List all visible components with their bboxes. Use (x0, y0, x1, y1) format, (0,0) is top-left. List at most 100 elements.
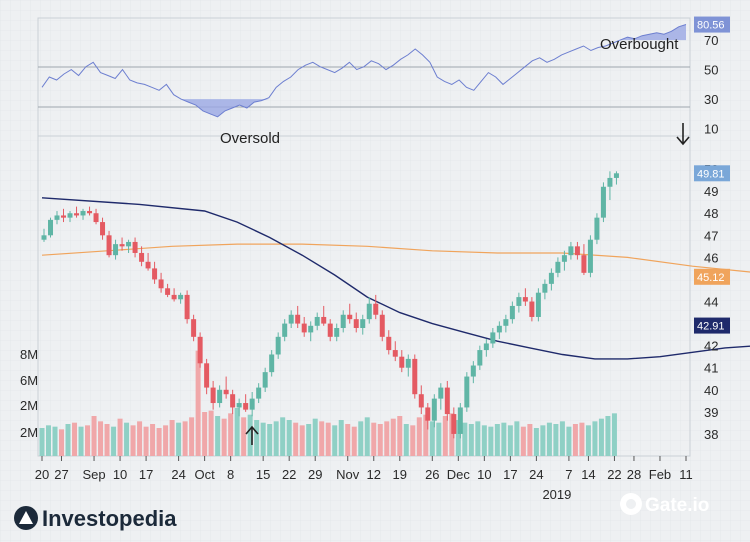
candle-body (542, 283, 548, 293)
candle-body (243, 403, 249, 410)
volume-bar (156, 428, 162, 456)
volume-tick-label: 6M (20, 373, 38, 388)
volume-bar (598, 418, 604, 456)
volume-bar (267, 424, 273, 456)
main-frame (37, 135, 691, 457)
volume-bar (130, 425, 136, 456)
volume-bar (299, 425, 305, 456)
investopedia-wordmark: Investopedia (42, 506, 177, 531)
candle-body (301, 323, 307, 333)
volume-bar (592, 421, 598, 456)
volume-bar (585, 425, 591, 456)
volume-bar (319, 421, 325, 456)
volume-bar (605, 416, 611, 456)
volume-tick-label: 2M (20, 425, 38, 440)
candle-body (353, 319, 359, 328)
rsi-marker-tag (694, 16, 730, 33)
candle-body (483, 343, 489, 351)
x-tick-label: 15 (256, 467, 270, 482)
volume-bar (202, 412, 208, 456)
volume-bar (533, 428, 539, 456)
candle-body (457, 407, 463, 434)
candle-body (269, 354, 275, 373)
candle-body (113, 244, 119, 256)
volume-bar (416, 417, 422, 456)
candle-body (607, 177, 613, 187)
volume-bar (260, 422, 266, 456)
volume-bar (59, 429, 65, 456)
candle-body (386, 336, 392, 351)
right-axis: 383940414243444546474849501030507049.814… (694, 16, 730, 442)
volume-bar (169, 420, 175, 456)
left-axis: 2M 2M 6M 8M (20, 347, 38, 440)
x-tick-label: 8 (227, 467, 234, 482)
volume-bar (280, 417, 286, 456)
x-tick-label: Nov (336, 467, 360, 482)
candle-body (210, 387, 216, 404)
x-tick-label: Dec (447, 467, 471, 482)
volume-tick-label: 2M (20, 398, 38, 413)
volume-bar (449, 413, 455, 456)
candle-body (256, 387, 262, 399)
candle-body (282, 323, 288, 337)
candle-body (379, 314, 385, 337)
candle-body (327, 323, 333, 337)
price-tick-label: 42 (704, 339, 718, 354)
volume-bar (332, 425, 338, 456)
price-tick-label: 46 (704, 250, 718, 265)
candle-body (503, 319, 509, 326)
x-tick-label: 28 (627, 467, 641, 482)
volume-bar (364, 417, 370, 456)
candle-body (308, 325, 314, 333)
candle-body (522, 297, 528, 302)
candle-body (165, 288, 171, 295)
price-tick-label: 41 (704, 361, 718, 376)
volume-bar (514, 421, 520, 456)
volume-bar (579, 422, 585, 456)
candle-body (230, 394, 236, 408)
volume-bar (286, 420, 292, 456)
volume-bar (611, 413, 617, 456)
volume-bar (455, 420, 461, 456)
rsi-line (41, 24, 687, 118)
candle-body (561, 255, 567, 262)
candle-body (314, 316, 320, 326)
candle-body (444, 387, 450, 415)
volume-layer (39, 350, 617, 456)
volume-bar (351, 426, 357, 456)
candle-body (249, 398, 255, 410)
volume-bar (182, 421, 188, 456)
x-tick-label: 17 (139, 467, 153, 482)
rsi-marker-label: 80.56 (697, 20, 725, 32)
candle-body (54, 215, 60, 220)
x-tick-label: 10 (113, 467, 127, 482)
candle-body (41, 235, 47, 240)
volume-bar (488, 426, 494, 456)
x-tick-label: 19 (393, 467, 407, 482)
price-marker-tag (694, 268, 730, 285)
volume-bar (481, 425, 487, 456)
fast-moving-average (41, 243, 750, 273)
x-axis: 20 27 Sep 10 17 24 Oct 8 15 22 29 Nov 12 19 26 Dec 10 17 2… (35, 456, 693, 502)
candle-body (126, 241, 132, 247)
gateio-logo: Gate.io (620, 493, 709, 516)
x-tick-label: Sep (82, 467, 105, 482)
volume-bar (247, 414, 253, 456)
callout-overbought: Overbought (600, 36, 679, 53)
volume-bar (423, 414, 429, 456)
volume-bar (72, 422, 78, 456)
candle-body (418, 394, 424, 408)
volume-bar (468, 424, 474, 456)
candle-body (197, 336, 203, 364)
callout-oversold: Oversold (220, 130, 280, 147)
candle-body (451, 414, 457, 434)
candle-body (106, 235, 112, 256)
candle-body (87, 211, 93, 214)
candle-body (535, 292, 541, 317)
candle-body (184, 294, 190, 320)
candle-body (145, 261, 151, 269)
x-tick-label: 7 (565, 467, 572, 482)
x-tick-label: 20 (35, 467, 49, 482)
